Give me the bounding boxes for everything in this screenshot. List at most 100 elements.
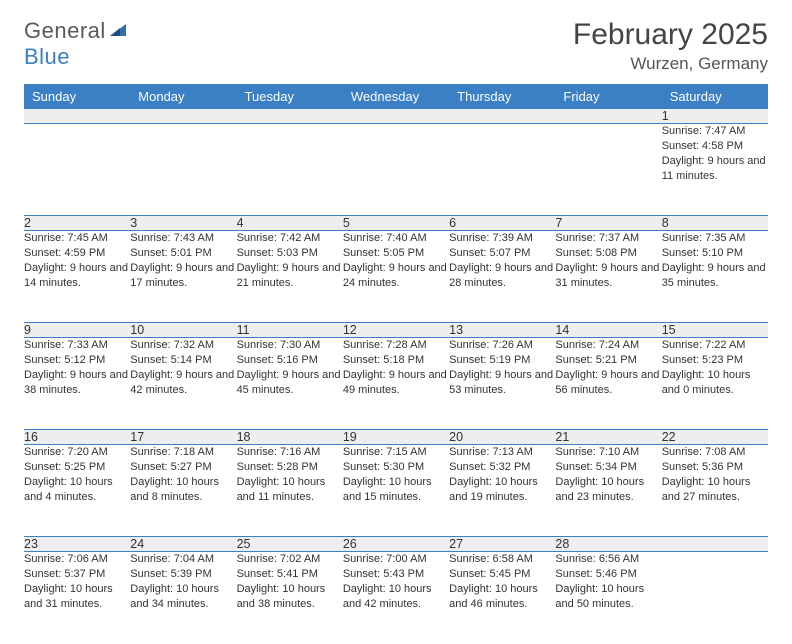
calendar-body: 1Sunrise: 7:47 AMSunset: 4:58 PMDaylight… bbox=[24, 109, 768, 644]
day-content-cell: Sunrise: 7:39 AMSunset: 5:07 PMDaylight:… bbox=[449, 231, 555, 323]
day-number-cell: 26 bbox=[343, 537, 449, 552]
daylight-text: Daylight: 9 hours and 35 minutes. bbox=[662, 261, 768, 291]
day-number-cell: 4 bbox=[237, 216, 343, 231]
day-number-cell bbox=[449, 109, 555, 124]
day-content-cell bbox=[237, 124, 343, 216]
sunset-text: Sunset: 5:14 PM bbox=[130, 353, 236, 368]
day-number-cell bbox=[555, 109, 661, 124]
day-content-cell: Sunrise: 7:40 AMSunset: 5:05 PMDaylight:… bbox=[343, 231, 449, 323]
day-content-cell: Sunrise: 7:43 AMSunset: 5:01 PMDaylight:… bbox=[130, 231, 236, 323]
day-number-row: 16171819202122 bbox=[24, 430, 768, 445]
sunset-text: Sunset: 5:12 PM bbox=[24, 353, 130, 368]
daylight-text: Daylight: 10 hours and 31 minutes. bbox=[24, 582, 130, 612]
day-content-cell: Sunrise: 7:22 AMSunset: 5:23 PMDaylight:… bbox=[662, 338, 768, 430]
sunrise-text: Sunrise: 7:24 AM bbox=[555, 338, 661, 353]
sunrise-text: Sunrise: 7:42 AM bbox=[237, 231, 343, 246]
day-number-cell: 8 bbox=[662, 216, 768, 231]
daylight-text: Daylight: 9 hours and 42 minutes. bbox=[130, 368, 236, 398]
month-title: February 2025 bbox=[573, 18, 768, 52]
day-number-cell: 2 bbox=[24, 216, 130, 231]
sunrise-text: Sunrise: 7:02 AM bbox=[237, 552, 343, 567]
day-content-cell bbox=[555, 124, 661, 216]
day-content-cell: Sunrise: 7:00 AMSunset: 5:43 PMDaylight:… bbox=[343, 552, 449, 644]
day-number-cell bbox=[662, 537, 768, 552]
day-content-cell: Sunrise: 7:08 AMSunset: 5:36 PMDaylight:… bbox=[662, 445, 768, 537]
weekday-header: Thursday bbox=[449, 84, 555, 109]
sunrise-text: Sunrise: 7:26 AM bbox=[449, 338, 555, 353]
page-header: General Blue February 2025 Wurzen, Germa… bbox=[24, 18, 768, 74]
location: Wurzen, Germany bbox=[573, 54, 768, 74]
brand-logo: General Blue bbox=[24, 18, 130, 70]
day-content-cell: Sunrise: 7:47 AMSunset: 4:58 PMDaylight:… bbox=[662, 124, 768, 216]
sunrise-text: Sunrise: 7:16 AM bbox=[237, 445, 343, 460]
day-content-cell: Sunrise: 7:45 AMSunset: 4:59 PMDaylight:… bbox=[24, 231, 130, 323]
day-content-row: Sunrise: 7:06 AMSunset: 5:37 PMDaylight:… bbox=[24, 552, 768, 644]
day-content-cell: Sunrise: 7:30 AMSunset: 5:16 PMDaylight:… bbox=[237, 338, 343, 430]
day-content-cell: Sunrise: 7:33 AMSunset: 5:12 PMDaylight:… bbox=[24, 338, 130, 430]
day-content-cell: Sunrise: 7:26 AMSunset: 5:19 PMDaylight:… bbox=[449, 338, 555, 430]
daylight-text: Daylight: 9 hours and 11 minutes. bbox=[662, 154, 768, 184]
sunset-text: Sunset: 5:16 PM bbox=[237, 353, 343, 368]
daylight-text: Daylight: 9 hours and 21 minutes. bbox=[237, 261, 343, 291]
sunrise-text: Sunrise: 7:00 AM bbox=[343, 552, 449, 567]
brand-text: General Blue bbox=[24, 18, 130, 70]
daylight-text: Daylight: 10 hours and 19 minutes. bbox=[449, 475, 555, 505]
sunrise-text: Sunrise: 7:32 AM bbox=[130, 338, 236, 353]
sunrise-text: Sunrise: 7:13 AM bbox=[449, 445, 555, 460]
sunset-text: Sunset: 4:58 PM bbox=[662, 139, 768, 154]
sunset-text: Sunset: 5:34 PM bbox=[555, 460, 661, 475]
sunrise-text: Sunrise: 7:43 AM bbox=[130, 231, 236, 246]
day-content-cell: Sunrise: 7:06 AMSunset: 5:37 PMDaylight:… bbox=[24, 552, 130, 644]
day-number-cell: 19 bbox=[343, 430, 449, 445]
sunrise-text: Sunrise: 7:08 AM bbox=[662, 445, 768, 460]
sunset-text: Sunset: 5:43 PM bbox=[343, 567, 449, 582]
daylight-text: Daylight: 10 hours and 46 minutes. bbox=[449, 582, 555, 612]
weekday-header: Friday bbox=[555, 84, 661, 109]
day-number-cell: 1 bbox=[662, 109, 768, 124]
sunset-text: Sunset: 5:23 PM bbox=[662, 353, 768, 368]
daylight-text: Daylight: 9 hours and 38 minutes. bbox=[24, 368, 130, 398]
day-content-cell: Sunrise: 7:20 AMSunset: 5:25 PMDaylight:… bbox=[24, 445, 130, 537]
sunrise-text: Sunrise: 7:04 AM bbox=[130, 552, 236, 567]
day-number-row: 9101112131415 bbox=[24, 323, 768, 338]
daylight-text: Daylight: 10 hours and 38 minutes. bbox=[237, 582, 343, 612]
day-number-cell: 7 bbox=[555, 216, 661, 231]
daylight-text: Daylight: 9 hours and 14 minutes. bbox=[24, 261, 130, 291]
day-content-cell: Sunrise: 7:37 AMSunset: 5:08 PMDaylight:… bbox=[555, 231, 661, 323]
daylight-text: Daylight: 10 hours and 8 minutes. bbox=[130, 475, 236, 505]
day-content-cell: Sunrise: 7:35 AMSunset: 5:10 PMDaylight:… bbox=[662, 231, 768, 323]
day-content-cell bbox=[449, 124, 555, 216]
sunset-text: Sunset: 5:37 PM bbox=[24, 567, 130, 582]
sunrise-text: Sunrise: 7:28 AM bbox=[343, 338, 449, 353]
sunset-text: Sunset: 4:59 PM bbox=[24, 246, 130, 261]
day-content-cell bbox=[24, 124, 130, 216]
sunrise-text: Sunrise: 7:33 AM bbox=[24, 338, 130, 353]
flag-icon bbox=[110, 18, 130, 43]
sunset-text: Sunset: 5:07 PM bbox=[449, 246, 555, 261]
sunrise-text: Sunrise: 7:39 AM bbox=[449, 231, 555, 246]
day-content-cell: Sunrise: 7:16 AMSunset: 5:28 PMDaylight:… bbox=[237, 445, 343, 537]
day-number-row: 232425262728 bbox=[24, 537, 768, 552]
day-content-cell bbox=[343, 124, 449, 216]
sunset-text: Sunset: 5:25 PM bbox=[24, 460, 130, 475]
daylight-text: Daylight: 10 hours and 27 minutes. bbox=[662, 475, 768, 505]
day-number-cell: 20 bbox=[449, 430, 555, 445]
day-number-cell: 13 bbox=[449, 323, 555, 338]
sunrise-text: Sunrise: 7:37 AM bbox=[555, 231, 661, 246]
daylight-text: Daylight: 9 hours and 49 minutes. bbox=[343, 368, 449, 398]
sunset-text: Sunset: 5:45 PM bbox=[449, 567, 555, 582]
daylight-text: Daylight: 10 hours and 0 minutes. bbox=[662, 368, 768, 398]
day-number-cell: 5 bbox=[343, 216, 449, 231]
day-content-cell: Sunrise: 6:58 AMSunset: 5:45 PMDaylight:… bbox=[449, 552, 555, 644]
daylight-text: Daylight: 10 hours and 23 minutes. bbox=[555, 475, 661, 505]
calendar-table: Sunday Monday Tuesday Wednesday Thursday… bbox=[24, 84, 768, 644]
daylight-text: Daylight: 9 hours and 24 minutes. bbox=[343, 261, 449, 291]
title-block: February 2025 Wurzen, Germany bbox=[573, 18, 768, 74]
brand-part1: General bbox=[24, 18, 106, 43]
day-content-cell: Sunrise: 7:28 AMSunset: 5:18 PMDaylight:… bbox=[343, 338, 449, 430]
day-number-cell: 10 bbox=[130, 323, 236, 338]
day-number-cell: 11 bbox=[237, 323, 343, 338]
daylight-text: Daylight: 9 hours and 28 minutes. bbox=[449, 261, 555, 291]
daylight-text: Daylight: 10 hours and 4 minutes. bbox=[24, 475, 130, 505]
sunset-text: Sunset: 5:28 PM bbox=[237, 460, 343, 475]
